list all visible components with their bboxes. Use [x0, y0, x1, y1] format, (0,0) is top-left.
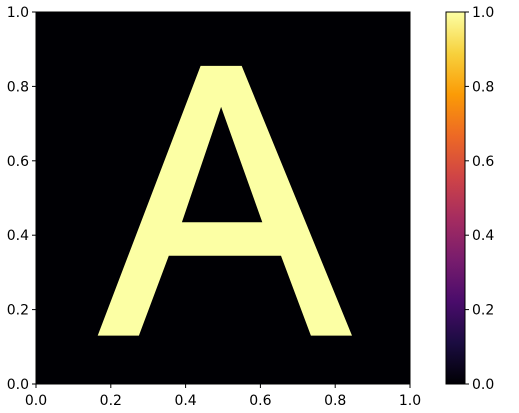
- colorbar: 0.0 0.2 0.4 0.6 0.8 1.0: [445, 5, 494, 393]
- y-tick-label: 0.6: [7, 154, 29, 170]
- colorbar-tick-label: 0.6: [472, 154, 494, 170]
- x-tick-label: 0.8: [324, 393, 346, 409]
- colorbar-tick-label: 1.0: [472, 5, 494, 21]
- x-tick-label: 1.0: [399, 393, 421, 409]
- x-axis: 0.0 0.2 0.4 0.6 0.8 1.0: [25, 384, 421, 409]
- x-tick-label: 0.2: [100, 393, 122, 409]
- colorbar-gradient: [445, 11, 466, 385]
- y-tick-label: 0.4: [7, 228, 29, 244]
- y-tick-label: 1.0: [7, 5, 29, 21]
- y-tick-label: 0.2: [7, 303, 29, 319]
- x-tick-label: 0.6: [249, 393, 271, 409]
- x-tick-label: 0.0: [25, 393, 47, 409]
- letter-a-shape: [97, 65, 352, 336]
- colorbar-tick-label: 0.0: [472, 377, 494, 393]
- colorbar-tick-label: 0.8: [472, 79, 494, 95]
- y-tick-label: 0.8: [7, 79, 29, 95]
- colorbar-tick-label: 0.2: [472, 303, 494, 319]
- colorbar-tick-label: 0.4: [472, 228, 494, 244]
- x-tick-label: 0.4: [174, 393, 196, 409]
- y-axis: 0.0 0.2 0.4 0.6 0.8 1.0: [7, 5, 36, 393]
- y-tick-label: 0.0: [7, 377, 29, 393]
- heatmap-plot-area: [35, 11, 411, 385]
- plot-frame: [35, 11, 411, 385]
